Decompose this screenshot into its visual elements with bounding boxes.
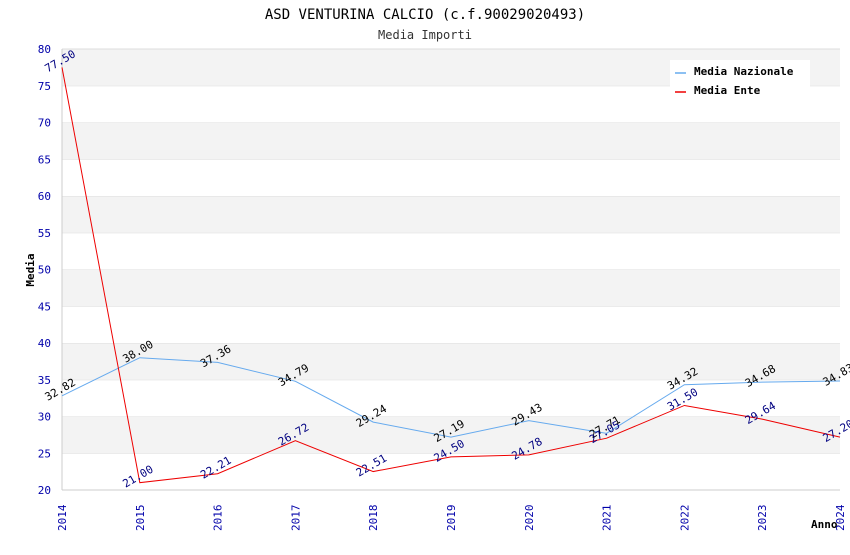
legend-box [670,60,810,100]
y-tick-label: 55 [38,227,51,240]
y-axis-ticks: 20 25 30 35 40 45 50 55 60 65 70 75 80 [38,43,51,497]
grid-band [62,416,840,454]
grid-band [62,122,840,160]
grid-band [62,196,840,233]
legend-label-nazionale: Media Nazionale [694,65,794,78]
y-tick-label: 40 [38,337,51,350]
x-tick-label: 2019 [445,505,458,532]
y-tick-label: 70 [38,117,51,130]
y-tick-label: 25 [38,447,51,460]
y-tick-label: 50 [38,264,51,277]
y-tick-label: 45 [38,300,51,313]
x-tick-label: 2023 [756,505,769,532]
series-line-ente [61,67,841,484]
grid-band [62,269,840,307]
x-axis-label: Anno [811,518,838,531]
x-axis-ticks: 2014 2015 2016 2017 2018 2019 2020 2021 2022 2023… [56,504,847,531]
series-line-nazionale [61,357,841,438]
y-tick-label: 30 [38,411,51,424]
y-tick-label: 65 [38,153,51,166]
y-tick-label: 60 [38,190,51,203]
x-tick-label: 2020 [523,505,536,532]
x-tick-label: 2021 [601,505,614,532]
x-tick-label: 2016 [212,505,225,532]
y-axis-label: Media [24,253,37,286]
x-tick-label: 2015 [134,505,147,532]
grid-band [62,232,840,270]
grid-band [62,379,840,417]
y-tick-label: 35 [38,374,51,387]
grid-band [62,306,840,343]
chart-title: ASD VENTURINA CALCIO (c.f.90029020493) [265,7,585,23]
legend: Media Nazionale Media Ente [670,60,810,100]
x-tick-label: 2018 [367,505,380,532]
grid-band [62,453,840,490]
legend-label-ente: Media Ente [694,84,761,97]
plot-area [61,49,840,491]
chart-subtitle: Media Importi [378,28,472,42]
grid-band [62,343,840,380]
series-lines [61,67,841,484]
x-tick-label: 2022 [678,505,691,532]
y-tick-label: 80 [38,43,51,56]
x-tick-label: 2017 [289,505,302,532]
x-tick-label: 2024 [834,504,847,531]
y-tick-label: 20 [38,484,51,497]
x-tick-label: 2014 [56,504,69,531]
grid-band [62,159,840,196]
y-tick-label: 75 [38,80,51,93]
